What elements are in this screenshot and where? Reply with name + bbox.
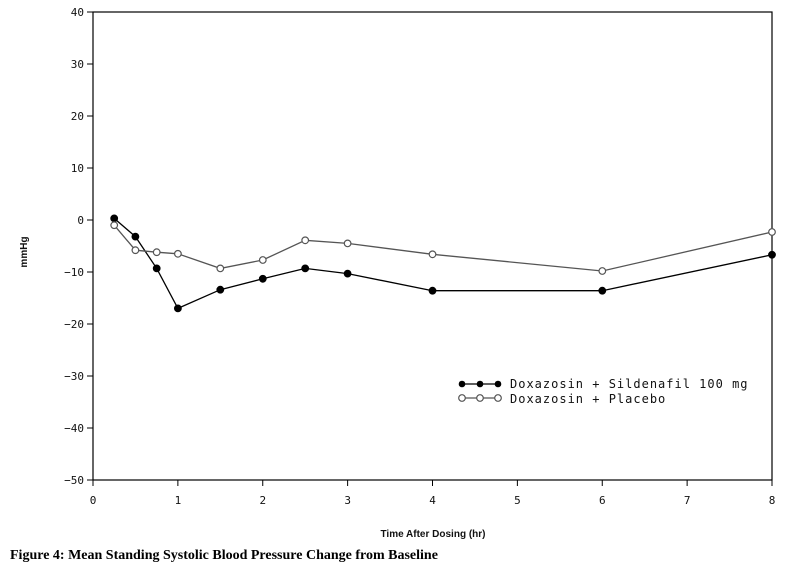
legend-marker-0 <box>494 380 502 388</box>
legend-marker-1 <box>476 394 484 402</box>
y-tick-label: −30 <box>64 370 84 383</box>
x-tick-label: 8 <box>769 494 776 507</box>
y-tick-label: −20 <box>64 318 84 331</box>
legend-marker-1 <box>458 394 466 402</box>
data-point-series-0 <box>343 269 352 278</box>
data-point-series-0 <box>428 286 437 295</box>
data-point-series-0 <box>258 274 267 283</box>
data-point-series-1 <box>110 221 119 230</box>
series-line-0 <box>113 217 773 310</box>
series-line-1 <box>113 224 773 272</box>
data-point-series-0 <box>598 286 607 295</box>
data-point-series-1 <box>301 236 310 245</box>
data-point-series-1 <box>343 239 352 248</box>
plot-frame <box>92 11 773 481</box>
data-point-series-0 <box>768 250 776 259</box>
y-tick-label: −50 <box>64 474 84 487</box>
data-point-series-1 <box>768 228 776 236</box>
legend-entry-1: Doxazosin + Placebo <box>458 392 666 406</box>
data-point-series-1 <box>258 256 267 264</box>
x-tick-label: 0 <box>90 494 97 507</box>
x-tick-label: 6 <box>599 494 606 507</box>
x-tick-label: 2 <box>259 494 266 507</box>
x-tick-label: 3 <box>344 494 351 507</box>
x-axis-title: Time After Dosing (hr) <box>380 529 485 540</box>
legend-marker-1 <box>494 394 502 402</box>
legend-marker-0 <box>476 380 484 388</box>
data-point-series-0 <box>110 214 119 223</box>
data-point-series-0 <box>152 264 161 273</box>
y-tick-label: 30 <box>71 58 84 71</box>
figure-caption: Figure 4: Mean Standing Systolic Blood P… <box>10 548 438 563</box>
y-tick-label: 40 <box>71 6 84 19</box>
y-tick-label: 20 <box>71 110 84 123</box>
y-tick-label: 10 <box>71 162 84 175</box>
x-axis: 0 1 2 3 4 5 6 7 8 <box>90 480 776 507</box>
data-point-series-1 <box>598 267 607 275</box>
data-point-series-1 <box>216 264 225 273</box>
x-tick-label: 5 <box>514 494 521 507</box>
legend: Doxazosin + Sildenafil 100 mg Doxazosin … <box>458 377 749 406</box>
y-tick-label: −10 <box>64 266 84 279</box>
legend-label-1: Doxazosin + Placebo <box>510 392 666 406</box>
y-axis: −50 −40 −30 −20 −10 0 10 20 30 40 <box>64 6 93 487</box>
data-point-series-0 <box>301 264 310 273</box>
data-point-series-0 <box>131 232 140 241</box>
x-tick-label: 1 <box>175 494 182 507</box>
data-point-series-1 <box>173 249 182 258</box>
y-tick-label: 0 <box>77 214 84 227</box>
y-axis-title: mmHg <box>19 236 30 267</box>
x-tick-label: 4 <box>429 494 436 507</box>
legend-entry-0: Doxazosin + Sildenafil 100 mg <box>458 377 749 391</box>
data-point-series-1 <box>152 248 161 257</box>
series-layer <box>110 214 776 313</box>
legend-marker-0 <box>458 380 466 388</box>
data-point-series-1 <box>131 246 140 255</box>
y-tick-label: −40 <box>64 422 84 435</box>
x-tick-label: 7 <box>684 494 691 507</box>
data-point-series-0 <box>216 285 225 294</box>
data-point-series-0 <box>173 304 182 313</box>
data-point-series-1 <box>428 250 437 259</box>
legend-label-0: Doxazosin + Sildenafil 100 mg <box>510 377 749 391</box>
